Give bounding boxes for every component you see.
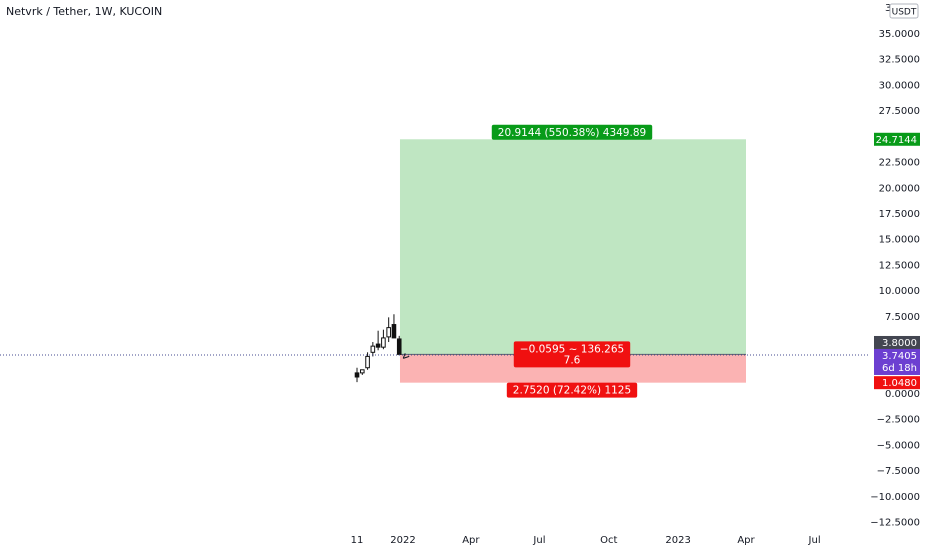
last-price-label: 3.7405 6d 18h bbox=[874, 348, 920, 375]
countdown-text: 6d 18h bbox=[882, 363, 917, 374]
target-price-label: 24.7144 bbox=[874, 132, 920, 146]
candle-body-up bbox=[365, 355, 370, 369]
candle-body-down bbox=[354, 372, 360, 378]
profit-zone[interactable] bbox=[399, 139, 746, 355]
candle bbox=[396, 335, 402, 356]
y-tick-label: 0.0000 bbox=[885, 389, 920, 400]
scale-top-label: 3 bbox=[885, 3, 891, 14]
target-label: 20.9144 (550.38%) 4349.89 bbox=[491, 124, 653, 140]
y-tick-label: 7.5000 bbox=[885, 312, 920, 323]
candle bbox=[386, 317, 391, 343]
candle bbox=[365, 352, 370, 370]
candle bbox=[359, 369, 365, 375]
target-price-text: 24.7144 bbox=[876, 135, 917, 146]
y-tick-label: 35.0000 bbox=[879, 29, 920, 40]
x-tick-label: Jul bbox=[532, 535, 545, 546]
stop-label: 2.7520 (72.42%) 1125 bbox=[506, 382, 638, 398]
center-label-line1: −0.0595 ~ 136.265 bbox=[520, 343, 624, 355]
candle-body-up bbox=[381, 337, 386, 348]
x-tick-label: Jul bbox=[808, 535, 821, 546]
stop-price-text: 1.0480 bbox=[882, 378, 917, 389]
cursor-icon bbox=[402, 353, 410, 359]
y-tick-label: 17.5000 bbox=[879, 209, 920, 220]
y-tick-label: 27.5000 bbox=[879, 106, 920, 117]
y-tick-label: −12.5000 bbox=[870, 518, 920, 529]
center-label-line2: 7.6 bbox=[564, 354, 581, 366]
y-tick-label: 10.0000 bbox=[879, 286, 920, 297]
y-tick-label: −5.0000 bbox=[877, 440, 920, 451]
candle bbox=[354, 367, 360, 383]
candle-body-down bbox=[391, 324, 397, 339]
symbol-title: Netvrk / Tether, 1W, KUCOIN bbox=[6, 5, 162, 18]
x-tick-label: Oct bbox=[600, 535, 617, 546]
candle-body-down bbox=[396, 338, 402, 355]
candle-body-down bbox=[375, 343, 381, 348]
x-tick-label: 2022 bbox=[390, 535, 415, 546]
candle bbox=[391, 314, 397, 339]
entry-price-label: 3.8000 bbox=[874, 335, 920, 349]
candle bbox=[375, 330, 381, 351]
y-tick-label: −7.5000 bbox=[877, 466, 920, 477]
y-tick-label: 30.0000 bbox=[879, 80, 920, 91]
y-tick-label: 32.5000 bbox=[879, 55, 920, 66]
y-tick-label: 22.5000 bbox=[879, 158, 920, 169]
time-axis[interactable]: 11 2022 Apr Jul Oct 2023 Apr Jul bbox=[351, 535, 821, 546]
price-scale-labels: 24.7144 3.8000 3.7405 6d 18h 1.0480 bbox=[874, 132, 920, 390]
candlestick-series bbox=[354, 314, 402, 383]
y-tick-label: 12.5000 bbox=[879, 260, 920, 271]
y-tick-label: 15.0000 bbox=[879, 235, 920, 246]
stop-label-text: 2.7520 (72.42%) 1125 bbox=[513, 385, 631, 397]
x-tick-label: 11 bbox=[351, 535, 364, 546]
x-tick-label: Apr bbox=[737, 535, 755, 546]
x-tick-label: Apr bbox=[462, 535, 480, 546]
last-price-text: 3.7405 bbox=[882, 351, 917, 362]
target-label-text: 20.9144 (550.38%) 4349.89 bbox=[498, 127, 646, 139]
entry-price-text: 3.8000 bbox=[882, 338, 917, 349]
candle-body-up bbox=[370, 345, 376, 353]
center-label: −0.0595 ~ 136.265 7.6 bbox=[513, 341, 631, 368]
candle bbox=[381, 329, 386, 350]
price-axis[interactable]: 35.000032.500030.000027.500025.000022.50… bbox=[870, 29, 920, 529]
currency-button[interactable]: USDT bbox=[889, 3, 919, 19]
position-labels: 20.9144 (550.38%) 4349.89 −0.0595 ~ 136.… bbox=[491, 124, 653, 398]
candle-body-up bbox=[386, 327, 391, 338]
position-zones[interactable] bbox=[399, 139, 746, 383]
currency-label: USDT bbox=[892, 8, 917, 18]
y-tick-label: 20.0000 bbox=[879, 183, 920, 194]
stop-price-label: 1.0480 bbox=[874, 376, 920, 390]
y-tick-label: −10.0000 bbox=[870, 492, 920, 503]
candle-body-up bbox=[359, 369, 365, 374]
x-tick-label: 2023 bbox=[665, 535, 690, 546]
candle bbox=[370, 342, 376, 357]
y-tick-label: −2.5000 bbox=[877, 415, 920, 426]
